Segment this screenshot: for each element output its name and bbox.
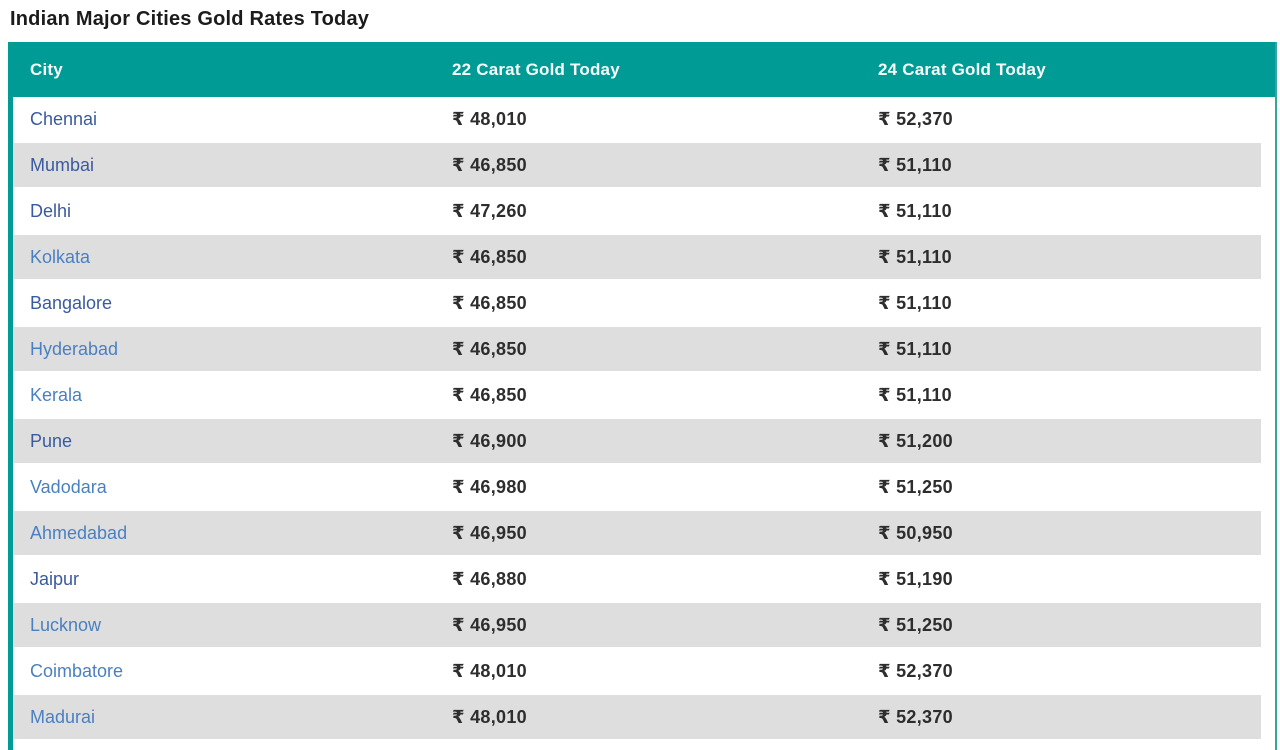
column-header-24-carat: 24 Carat Gold Today [878,42,1275,97]
price-24-cell: ₹ 52,370 [878,694,1275,741]
table-row: Lucknow ₹ 46,950 ₹ 51,250 [13,602,1275,649]
price-24-cell: ₹ 51,250 [878,602,1275,649]
city-cell: Jaipur [13,556,452,603]
city-cell: Madurai [13,694,452,741]
price-22-cell: ₹ 46,850 [452,326,878,373]
table-row: Vadodara ₹ 46,980 ₹ 51,250 [13,464,1275,511]
price-22-cell: ₹ 46,950 [452,510,878,557]
city-cell: Chennai [13,97,452,143]
gold-rates-table: City 22 Carat Gold Today 24 Carat Gold T… [13,42,1275,741]
table-row: Kolkata ₹ 46,850 ₹ 51,110 [13,234,1275,281]
city-link[interactable]: Ahmedabad [30,522,128,543]
price-24-cell: ₹ 51,110 [878,234,1275,281]
table-row: Jaipur ₹ 46,880 ₹ 51,190 [13,556,1275,603]
price-22-cell: ₹ 46,850 [452,142,878,189]
price-22-cell: ₹ 46,880 [452,556,878,603]
city-cell: Kolkata [13,234,452,281]
price-24-cell: ₹ 51,110 [878,372,1275,419]
city-link[interactable]: Kolkata [30,246,91,267]
city-cell: Hyderabad [13,326,452,373]
table-row: Madurai ₹ 48,010 ₹ 52,370 [13,694,1275,741]
city-link[interactable]: Delhi [30,200,72,221]
table-row: Chennai ₹ 48,010 ₹ 52,370 [13,97,1275,143]
city-link[interactable]: Vadodara [30,476,107,497]
city-link[interactable]: Coimbatore [30,660,124,681]
price-22-cell: ₹ 46,850 [452,372,878,419]
price-22-cell: ₹ 46,950 [452,602,878,649]
city-cell: Kerala [13,372,452,419]
city-link[interactable]: Jaipur [30,568,80,589]
column-header-city: City [13,42,452,97]
price-24-cell: ₹ 51,110 [878,188,1275,235]
price-22-cell: ₹ 46,850 [452,280,878,327]
city-cell: Pune [13,418,452,465]
city-link[interactable]: Mumbai [30,154,95,175]
city-link[interactable]: Kerala [30,384,83,405]
price-22-cell: ₹ 46,980 [452,464,878,511]
price-24-cell: ₹ 50,950 [878,510,1275,557]
column-header-22-carat: 22 Carat Gold Today [452,42,878,97]
price-24-cell: ₹ 51,110 [878,280,1275,327]
city-cell: Mumbai [13,142,452,189]
price-24-cell: ₹ 51,200 [878,418,1275,465]
table-row: Pune ₹ 46,900 ₹ 51,200 [13,418,1275,465]
table-row: Ahmedabad ₹ 46,950 ₹ 50,950 [13,510,1275,557]
table-row: Delhi ₹ 47,260 ₹ 51,110 [13,188,1275,235]
table-row: Bangalore ₹ 46,850 ₹ 51,110 [13,280,1275,327]
column-header-24-carat-label: 24 Carat Gold Today [878,60,1046,79]
price-24-cell: ₹ 51,190 [878,556,1275,603]
city-link[interactable]: Lucknow [30,614,102,635]
price-24-cell: ₹ 51,110 [878,142,1275,189]
price-22-cell: ₹ 47,260 [452,188,878,235]
city-cell: Coimbatore [13,648,452,695]
table-row: Hyderabad ₹ 46,850 ₹ 51,110 [13,326,1275,373]
price-24-cell: ₹ 52,370 [878,97,1275,143]
price-22-cell: ₹ 48,010 [452,648,878,695]
price-22-cell: ₹ 48,010 [452,97,878,143]
city-cell: Lucknow [13,602,452,649]
table-row: Coimbatore ₹ 48,010 ₹ 52,370 [13,648,1275,695]
city-cell: Bangalore [13,280,452,327]
price-24-cell: ₹ 51,250 [878,464,1275,511]
city-cell: Vadodara [13,464,452,511]
table-row: Mumbai ₹ 46,850 ₹ 51,110 [13,142,1275,189]
city-cell: Delhi [13,188,452,235]
table-row: Kerala ₹ 46,850 ₹ 51,110 [13,372,1275,419]
price-22-cell: ₹ 46,850 [452,234,878,281]
city-link[interactable]: Hyderabad [30,338,119,359]
city-link[interactable]: Pune [30,430,73,451]
price-24-cell: ₹ 51,110 [878,326,1275,373]
price-24-cell: ₹ 52,370 [878,648,1275,695]
price-22-cell: ₹ 48,010 [452,694,878,741]
gold-rates-table-container: City 22 Carat Gold Today 24 Carat Gold T… [8,42,1277,750]
column-header-22-carat-label: 22 Carat Gold Today [452,60,620,79]
city-link[interactable]: Chennai [30,108,98,129]
header-row: City 22 Carat Gold Today 24 Carat Gold T… [13,42,1275,97]
page-title: Indian Major Cities Gold Rates Today [10,8,370,30]
city-link[interactable]: Bangalore [30,292,113,313]
city-cell: Ahmedabad [13,510,452,557]
price-22-cell: ₹ 46,900 [452,418,878,465]
city-link[interactable]: Madurai [30,706,96,727]
